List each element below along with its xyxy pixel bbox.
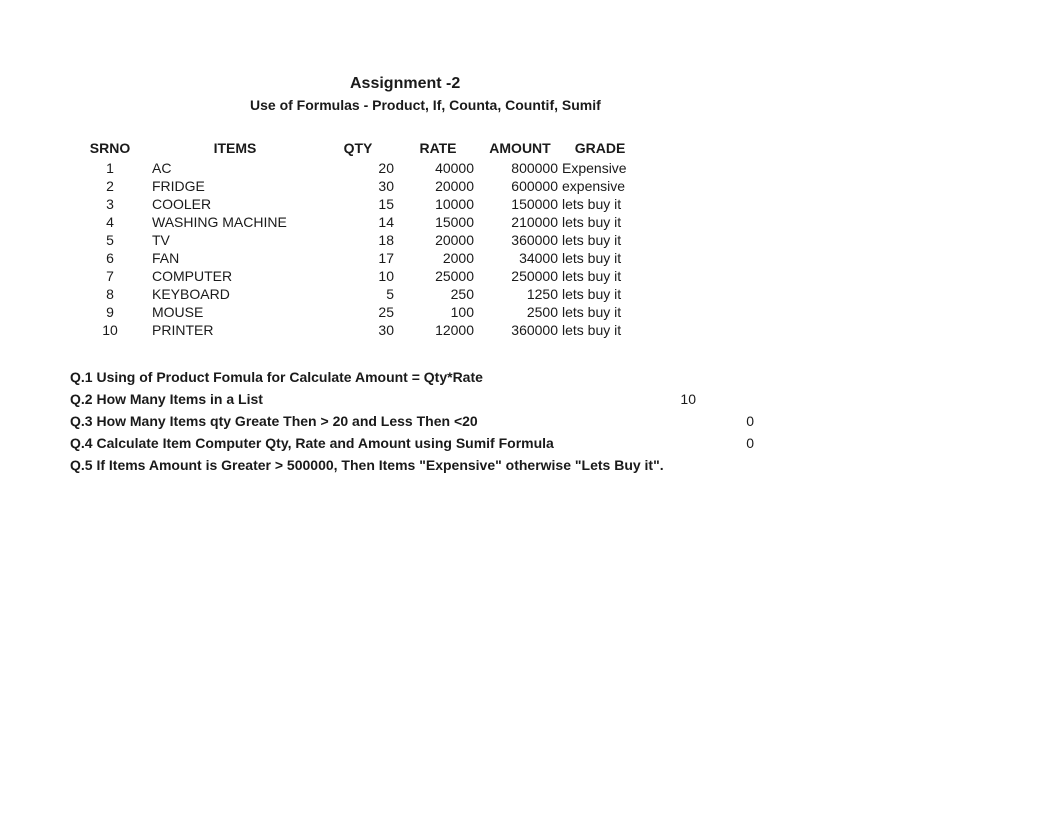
question-2: Q.2 How Many Items in a List 10 (70, 391, 1062, 407)
cell-amount: 600000 (480, 177, 560, 195)
cell-items: PRINTER (150, 321, 320, 339)
cell-srno: 9 (70, 303, 150, 321)
cell-grade: expensive (560, 177, 640, 195)
question-3-label: Q.3 How Many Items qty Greate Then > 20 … (70, 413, 478, 429)
items-table: SRNO ITEMS QTY RATE AMOUNT GRADE 1AC2040… (70, 137, 640, 339)
cell-rate: 40000 (400, 159, 480, 177)
cell-rate: 15000 (400, 213, 480, 231)
table-header-row: SRNO ITEMS QTY RATE AMOUNT GRADE (70, 137, 640, 159)
question-3-value: 0 (746, 413, 1062, 429)
question-1: Q.1 Using of Product Fomula for Calculat… (70, 369, 1062, 385)
cell-grade: lets buy it (560, 195, 640, 213)
questions-block: Q.1 Using of Product Fomula for Calculat… (70, 369, 1062, 473)
cell-rate: 25000 (400, 267, 480, 285)
cell-grade: lets buy it (560, 231, 640, 249)
question-4-label: Q.4 Calculate Item Computer Qty, Rate an… (70, 435, 554, 451)
question-5-label: Q.5 If Items Amount is Greater > 500000,… (70, 457, 664, 473)
cell-amount: 1250 (480, 285, 560, 303)
cell-grade: lets buy it (560, 321, 640, 339)
table-row: 4WASHING MACHINE1415000210000lets buy it (70, 213, 640, 231)
cell-amount: 800000 (480, 159, 560, 177)
header-qty: QTY (320, 137, 400, 159)
question-5: Q.5 If Items Amount is Greater > 500000,… (70, 457, 1062, 473)
cell-grade: lets buy it (560, 285, 640, 303)
cell-srno: 1 (70, 159, 150, 177)
header-amount: AMOUNT (480, 137, 560, 159)
header-items: ITEMS (150, 137, 320, 159)
question-2-value: 10 (680, 391, 1062, 407)
question-4: Q.4 Calculate Item Computer Qty, Rate an… (70, 435, 1062, 451)
cell-amount: 360000 (480, 231, 560, 249)
cell-srno: 2 (70, 177, 150, 195)
header-srno: SRNO (70, 137, 150, 159)
cell-amount: 34000 (480, 249, 560, 267)
table-row: 1AC2040000800000Expensive (70, 159, 640, 177)
cell-amount: 360000 (480, 321, 560, 339)
table-row: 5TV1820000360000lets buy it (70, 231, 640, 249)
question-4-value: 0 (746, 435, 1062, 451)
cell-rate: 20000 (400, 231, 480, 249)
cell-qty: 18 (320, 231, 400, 249)
page-title: Assignment -2 (350, 75, 1062, 93)
cell-items: WASHING MACHINE (150, 213, 320, 231)
cell-grade: Expensive (560, 159, 640, 177)
cell-qty: 10 (320, 267, 400, 285)
cell-qty: 30 (320, 177, 400, 195)
table-row: 8KEYBOARD52501250lets buy it (70, 285, 640, 303)
cell-rate: 20000 (400, 177, 480, 195)
table-row: 7COMPUTER1025000250000lets buy it (70, 267, 640, 285)
cell-rate: 10000 (400, 195, 480, 213)
table-row: 9MOUSE251002500lets buy it (70, 303, 640, 321)
cell-amount: 250000 (480, 267, 560, 285)
cell-qty: 15 (320, 195, 400, 213)
cell-amount: 210000 (480, 213, 560, 231)
question-1-label: Q.1 Using of Product Fomula for Calculat… (70, 369, 483, 385)
page-subtitle: Use of Formulas - Product, If, Counta, C… (250, 97, 1062, 113)
cell-qty: 25 (320, 303, 400, 321)
cell-items: FAN (150, 249, 320, 267)
cell-items: AC (150, 159, 320, 177)
cell-grade: lets buy it (560, 267, 640, 285)
cell-items: TV (150, 231, 320, 249)
cell-qty: 14 (320, 213, 400, 231)
table-row: 10PRINTER3012000360000lets buy it (70, 321, 640, 339)
cell-items: FRIDGE (150, 177, 320, 195)
cell-srno: 10 (70, 321, 150, 339)
cell-grade: lets buy it (560, 213, 640, 231)
cell-items: MOUSE (150, 303, 320, 321)
cell-grade: lets buy it (560, 249, 640, 267)
table-row: 6FAN17200034000lets buy it (70, 249, 640, 267)
cell-rate: 250 (400, 285, 480, 303)
header-grade: GRADE (560, 137, 640, 159)
cell-srno: 7 (70, 267, 150, 285)
cell-srno: 3 (70, 195, 150, 213)
cell-srno: 8 (70, 285, 150, 303)
cell-srno: 6 (70, 249, 150, 267)
table-row: 3COOLER1510000150000lets buy it (70, 195, 640, 213)
cell-rate: 100 (400, 303, 480, 321)
header-rate: RATE (400, 137, 480, 159)
cell-qty: 5 (320, 285, 400, 303)
cell-qty: 20 (320, 159, 400, 177)
cell-qty: 17 (320, 249, 400, 267)
cell-rate: 2000 (400, 249, 480, 267)
cell-srno: 4 (70, 213, 150, 231)
cell-amount: 150000 (480, 195, 560, 213)
cell-srno: 5 (70, 231, 150, 249)
cell-items: COMPUTER (150, 267, 320, 285)
cell-amount: 2500 (480, 303, 560, 321)
cell-rate: 12000 (400, 321, 480, 339)
table-row: 2FRIDGE3020000600000expensive (70, 177, 640, 195)
cell-qty: 30 (320, 321, 400, 339)
cell-grade: lets buy it (560, 303, 640, 321)
question-3: Q.3 How Many Items qty Greate Then > 20 … (70, 413, 1062, 429)
cell-items: COOLER (150, 195, 320, 213)
cell-items: KEYBOARD (150, 285, 320, 303)
question-2-label: Q.2 How Many Items in a List (70, 391, 263, 407)
